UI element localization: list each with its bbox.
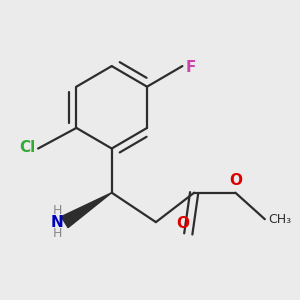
Text: H: H [52,227,62,240]
Text: O: O [176,216,189,231]
Text: Cl: Cl [19,140,35,154]
Text: CH₃: CH₃ [268,213,291,226]
Text: N: N [51,214,64,230]
Text: F: F [185,60,196,75]
Text: O: O [229,173,242,188]
Text: H: H [52,204,62,217]
Polygon shape [61,193,112,228]
